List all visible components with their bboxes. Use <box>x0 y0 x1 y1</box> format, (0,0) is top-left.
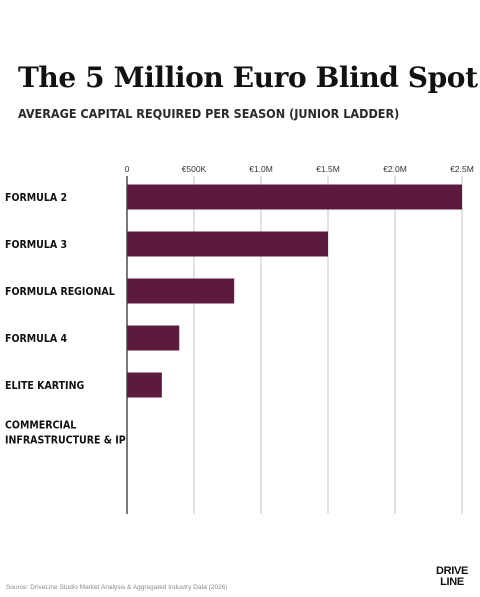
x-tick-label: €2.5M <box>450 164 474 174</box>
category-label: FORMULA 4 <box>5 333 67 345</box>
category-label-line: COMMERCIAL <box>5 420 76 432</box>
driveline-logo: DRIVE LINE <box>434 566 470 588</box>
category-label-line: FORMULA REGIONAL <box>5 286 115 298</box>
category-label: FORMULA 2 <box>5 192 67 204</box>
category-label-line: FORMULA 3 <box>5 239 67 251</box>
category-label-line: FORMULA 2 <box>5 192 67 204</box>
bar <box>127 278 235 304</box>
category-label: FORMULA REGIONAL <box>5 286 115 298</box>
source-note: Source: DriveLine Studio Market Analysis… <box>6 584 228 591</box>
x-tick-label: €2.0M <box>383 164 407 174</box>
bar <box>127 372 162 398</box>
chart-title: The 5 Million Euro Blind Spot <box>18 61 478 94</box>
category-label: ELITE KARTING <box>5 380 84 392</box>
bar <box>127 325 180 351</box>
x-tick-label: 0 <box>125 164 130 174</box>
chart-subtitle: AVERAGE CAPITAL REQUIRED PER SEASON (JUN… <box>18 106 400 121</box>
bar-chart: 0 €500K €1.0M €1.5M €2.0M €2.5M FORMULA 2 FORMU… <box>5 164 474 514</box>
bar <box>127 231 328 257</box>
x-tick-label: €1.5M <box>316 164 340 174</box>
logo-line-2: LINE <box>440 576 464 588</box>
logo-line-1: DRIVE <box>435 565 469 577</box>
category-label: COMMERCIAL INFRASTRUCTURE & IP <box>5 420 126 447</box>
x-tick-label: €1.0M <box>249 164 273 174</box>
category-label: FORMULA 3 <box>5 239 67 251</box>
category-label-line: ELITE KARTING <box>5 380 84 392</box>
category-label-line: FORMULA 4 <box>5 333 67 345</box>
category-label-line: INFRASTRUCTURE & IP <box>5 435 126 447</box>
bar <box>127 184 462 210</box>
x-tick-label: €500K <box>182 164 207 174</box>
